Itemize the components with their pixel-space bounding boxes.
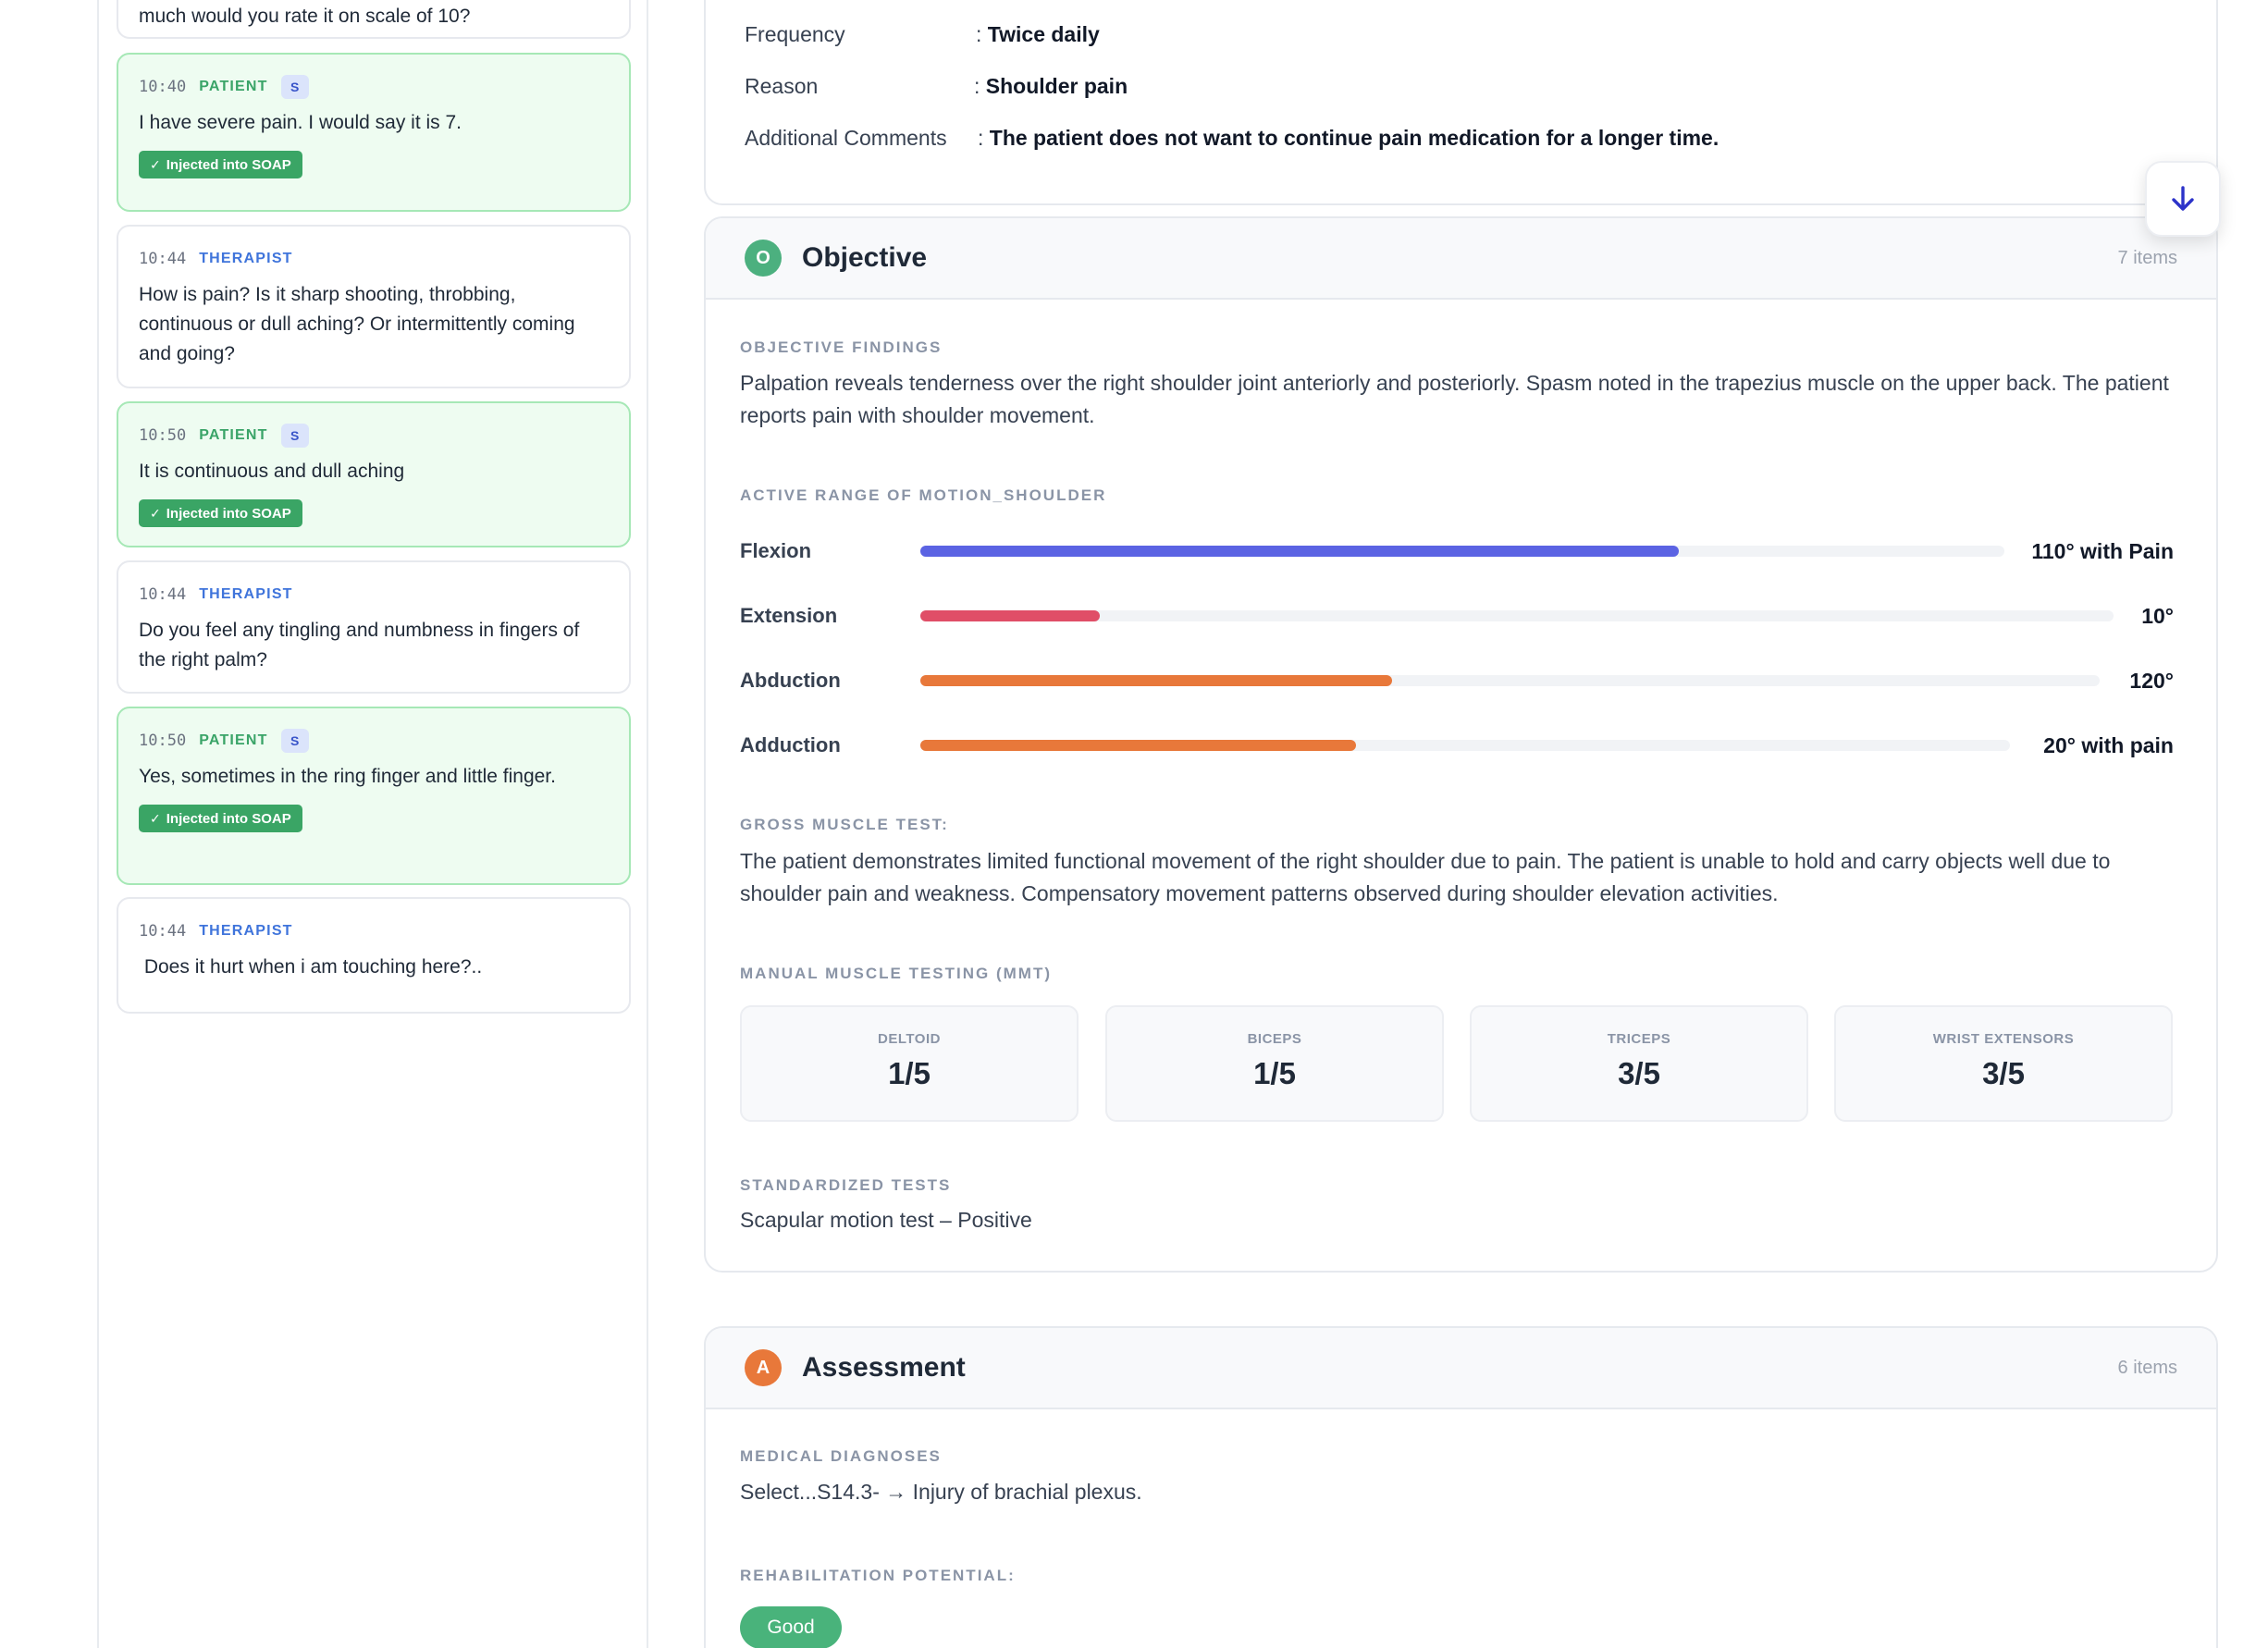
mmt-score: 3/5 — [1982, 1056, 2025, 1090]
chat-message-cutoff: much would you rate it on scale of 10? — [117, 0, 631, 39]
assessment-section-header[interactable]: A Assessment 6 items — [706, 1328, 2216, 1409]
rom-label-flexion: Flexion — [740, 539, 812, 562]
chat-message-text: How is pain? Is it sharp shooting, throb… — [139, 284, 575, 364]
section-label: MANUAL MUSCLE TESTING (MMT) — [740, 965, 1052, 982]
mmt-muscle-name: TRICEPS — [1607, 1031, 1671, 1047]
check-icon: ✓ — [150, 505, 161, 521]
field-label: Reason — [745, 74, 819, 98]
chat-message-text: I have severe pain. I would say it is 7. — [139, 112, 462, 133]
subjective-row-additional-comments: Additional Comments : The patient does n… — [745, 126, 1719, 150]
injected-badge: ✓ Injected into SOAP — [139, 499, 302, 527]
rom-fill-extension — [920, 610, 1100, 621]
chat-message-therapist[interactable]: 10:44 THERAPIST How is pain? Is it sharp… — [117, 225, 631, 388]
speaker-role: PATIENT — [199, 732, 268, 748]
rom-value-abduction: 120° — [2129, 669, 2174, 693]
mmt-score: 3/5 — [1618, 1056, 1660, 1090]
conversation-transcript: much would you rate it on scale of 10? 1… — [117, 0, 631, 1648]
section-label: GROSS MUSCLE TEST: — [740, 816, 949, 833]
subjective-row-reason: Reason : Shoulder pain — [745, 74, 1128, 98]
field-value: The patient does not want to continue pa… — [989, 126, 1719, 150]
field-label: Additional Comments — [745, 126, 947, 150]
arrow-down-icon — [2172, 186, 2194, 211]
sidebar-divider-left — [97, 0, 99, 1648]
subjective-row-frequency: Frequency : Twice daily — [745, 22, 1100, 46]
soap-section-badge: S — [280, 729, 309, 753]
section-item-count: 7 items — [2117, 247, 2177, 268]
chat-message-therapist[interactable]: 10:44 THERAPIST Does it hurt when i am t… — [117, 897, 631, 1014]
section-letter-icon: O — [745, 240, 782, 277]
scroll-down-button[interactable] — [2145, 161, 2221, 237]
speaker-role: THERAPIST — [199, 251, 293, 266]
rehab-potential-pill[interactable]: Good — [740, 1606, 842, 1648]
chat-message-patient[interactable]: 10:50 PATIENT S Yes, sometimes in the ri… — [117, 707, 631, 885]
section-label: STANDARDIZED TESTS — [740, 1176, 952, 1194]
rom-value-extension: 10° — [2141, 604, 2174, 628]
rom-bar-flexion — [920, 546, 2004, 557]
objective-section-header[interactable]: O Objective 7 items — [706, 218, 2216, 300]
standardized-tests-text: Scapular motion test – Positive — [740, 1208, 1032, 1232]
gross-muscle-test-text: The patient demonstrates limited functio… — [740, 849, 2111, 905]
mmt-card-triceps: TRICEPS 3/5 — [1470, 1005, 1808, 1122]
field-value: Twice daily — [987, 22, 1100, 46]
field-label: Frequency — [745, 22, 845, 46]
chat-message-patient[interactable]: 10:50 PATIENT S It is continuous and dul… — [117, 401, 631, 547]
subjective-section-card: Frequency : Twice daily Reason : Shoulde… — [704, 0, 2218, 205]
message-timestamp: 10:44 — [139, 585, 187, 604]
speaker-role: THERAPIST — [199, 586, 293, 602]
mmt-card-wrist-extensors: WRIST EXTENSORS 3/5 — [1834, 1005, 2173, 1122]
sidebar-divider-right — [647, 0, 648, 1648]
chat-message-text: Yes, sometimes in the ring finger and li… — [139, 766, 556, 787]
objective-findings-text: Palpation reveals tenderness over the ri… — [740, 371, 2169, 427]
section-label: ACTIVE RANGE OF MOTION_SHOULDER — [740, 486, 1107, 504]
message-timestamp: 10:50 — [139, 732, 187, 750]
medical-diagnoses-text: Select...S14.3- → Injury of brachial ple… — [740, 1480, 1142, 1504]
rom-fill-adduction — [920, 740, 1357, 751]
speaker-role: PATIENT — [199, 79, 268, 94]
rom-label-extension: Extension — [740, 604, 838, 627]
chat-message-text: It is continuous and dull aching — [139, 461, 405, 482]
section-label: OBJECTIVE FINDINGS — [740, 338, 943, 356]
message-timestamp: 10:44 — [139, 922, 187, 941]
mmt-score: 1/5 — [888, 1056, 931, 1090]
section-item-count: 6 items — [2117, 1357, 2177, 1378]
rom-fill-abduction — [920, 675, 1392, 686]
check-icon: ✓ — [150, 156, 161, 172]
chat-message-therapist[interactable]: 10:44 THERAPIST Do you feel any tingling… — [117, 560, 631, 694]
chat-message-text: Does it hurt when i am touching here?.. — [139, 956, 483, 978]
rom-value-flexion: 110° with Pain — [2031, 539, 2174, 563]
speaker-role: THERAPIST — [199, 923, 293, 939]
section-title: Assessment — [802, 1352, 966, 1383]
field-value: Shoulder pain — [985, 74, 1128, 98]
rom-fill-flexion — [920, 546, 1680, 557]
soap-section-badge: S — [280, 424, 309, 448]
section-label: MEDICAL DIAGNOSES — [740, 1447, 942, 1465]
section-letter-icon: A — [745, 1349, 782, 1386]
chat-message-patient[interactable]: 10:40 PATIENT S I have severe pain. I wo… — [117, 53, 631, 212]
rom-value-adduction: 20° with pain — [2043, 733, 2174, 757]
rom-bar-extension — [920, 610, 2114, 621]
chat-message-text: much would you rate it on scale of 10? — [139, 6, 471, 27]
chat-message-text: Do you feel any tingling and numbness in… — [139, 620, 580, 670]
rom-bar-abduction — [920, 675, 2100, 686]
section-title: Objective — [802, 242, 928, 273]
mmt-muscle-name: WRIST EXTENSORS — [1932, 1031, 2075, 1047]
mmt-muscle-name: DELTOID — [878, 1031, 941, 1047]
speaker-role: PATIENT — [199, 427, 268, 443]
message-timestamp: 10:44 — [139, 250, 187, 268]
rom-label-adduction: Adduction — [740, 733, 841, 756]
section-label: REHABILITATION POTENTIAL: — [740, 1567, 1016, 1584]
injected-badge: ✓ Injected into SOAP — [139, 805, 302, 832]
mmt-card-deltoid: DELTOID 1/5 — [740, 1005, 1079, 1122]
mmt-score: 1/5 — [1253, 1056, 1296, 1090]
mmt-muscle-name: BICEPS — [1247, 1031, 1302, 1047]
assessment-section-card: A Assessment 6 items — [704, 1326, 2218, 1648]
message-timestamp: 10:40 — [139, 78, 187, 96]
check-icon: ✓ — [150, 810, 161, 826]
soap-section-badge: S — [280, 75, 309, 99]
rom-label-abduction: Abduction — [740, 669, 841, 692]
message-timestamp: 10:50 — [139, 426, 187, 445]
injected-badge: ✓ Injected into SOAP — [139, 151, 302, 178]
rom-bar-adduction — [920, 740, 2010, 751]
mmt-card-biceps: BICEPS 1/5 — [1105, 1005, 1444, 1122]
